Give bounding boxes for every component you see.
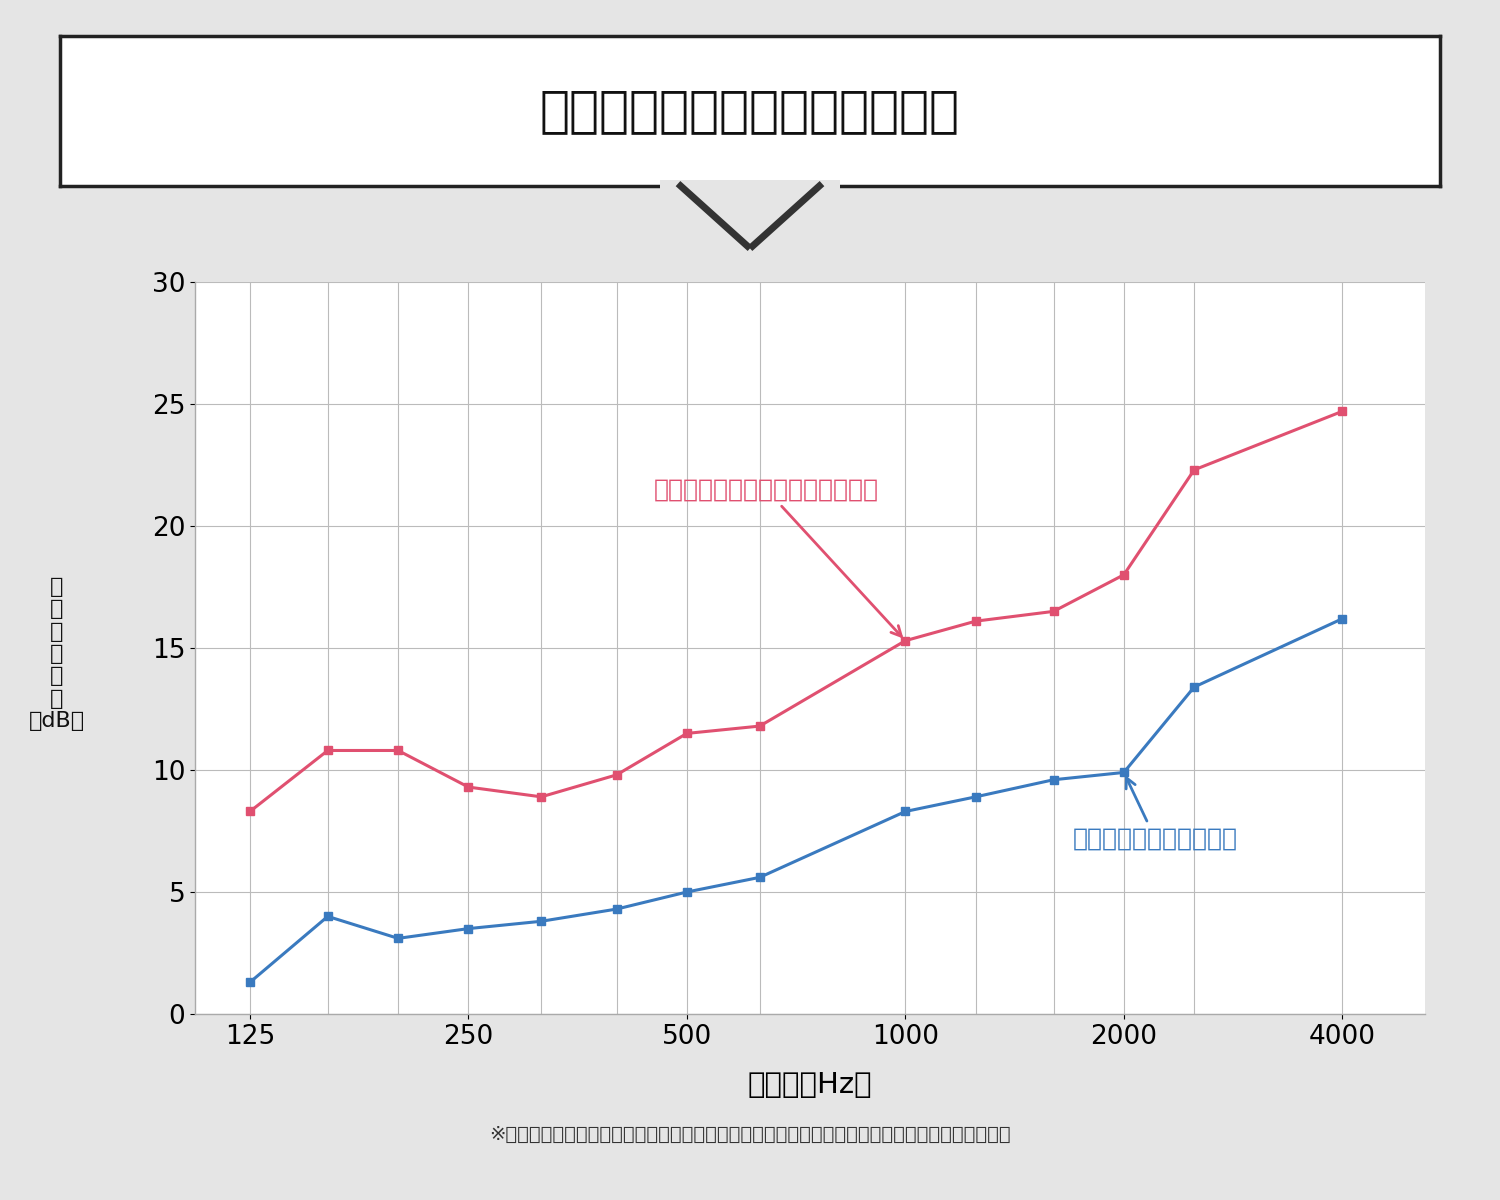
Text: 防音カーテンコーズの防音効果: 防音カーテンコーズの防音効果: [540, 86, 960, 134]
Text: Ａ
ー
透
過
損
失
［dB］: Ａ ー 透 過 損 失 ［dB］: [28, 577, 86, 731]
Text: ※カーテン本体の遮音率です。ご使用になる条件によって、使用感に差が生ずる場合があります。: ※カーテン本体の遮音率です。ご使用になる条件によって、使用感に差が生ずる場合があ…: [489, 1124, 1011, 1144]
X-axis label: 周波数［Hz］: 周波数［Hz］: [747, 1070, 873, 1098]
Text: 旧バージョン「コーズ」: 旧バージョン「コーズ」: [1072, 778, 1238, 851]
Text: 新しくなった５重構造「コーズ」: 新しくなった５重構造「コーズ」: [654, 478, 902, 636]
